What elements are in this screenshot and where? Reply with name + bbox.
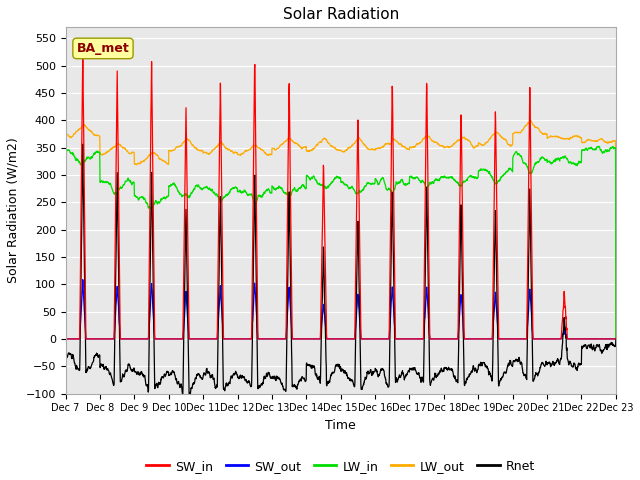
SW_out: [236, 336, 243, 342]
LW_out: [506, 143, 514, 148]
Rnet: [61, 356, 69, 361]
LW_out: [374, 145, 381, 151]
SW_in: [538, 336, 545, 342]
Y-axis label: Solar Radiation (W/m2): Solar Radiation (W/m2): [7, 138, 20, 283]
SW_in: [61, 336, 69, 342]
LW_out: [527, 117, 534, 123]
SW_out: [612, 336, 620, 342]
Line: SW_out: SW_out: [65, 280, 616, 339]
SW_in: [507, 336, 515, 342]
SW_in: [374, 336, 381, 342]
SW_out: [79, 277, 86, 283]
LW_in: [612, 336, 620, 342]
SW_out: [507, 336, 515, 342]
Rnet: [612, 336, 620, 342]
LW_out: [538, 130, 545, 135]
LW_in: [595, 144, 603, 149]
SW_out: [604, 336, 612, 342]
Rnet: [374, 374, 382, 380]
SW_in: [79, 45, 86, 50]
Rnet: [117, 378, 125, 384]
SW_out: [374, 336, 381, 342]
SW_in: [117, 336, 125, 342]
Line: LW_out: LW_out: [65, 120, 616, 339]
SW_out: [538, 336, 545, 342]
LW_in: [506, 165, 514, 171]
LW_out: [236, 152, 243, 157]
Legend: SW_in, SW_out, LW_in, LW_out, Rnet: SW_in, SW_out, LW_in, LW_out, Rnet: [141, 455, 540, 478]
Line: LW_in: LW_in: [65, 146, 616, 339]
LW_in: [604, 147, 612, 153]
LW_out: [61, 132, 69, 138]
LW_in: [374, 180, 381, 186]
SW_in: [604, 336, 612, 342]
SW_out: [117, 336, 125, 342]
LW_in: [61, 150, 69, 156]
LW_out: [116, 142, 124, 148]
Text: BA_met: BA_met: [77, 42, 129, 55]
Rnet: [236, 373, 244, 379]
Rnet: [186, 393, 193, 399]
Title: Solar Radiation: Solar Radiation: [283, 7, 399, 22]
Rnet: [507, 359, 515, 364]
Rnet: [538, 361, 545, 367]
LW_in: [236, 189, 243, 194]
LW_out: [604, 140, 612, 146]
Line: Rnet: Rnet: [65, 144, 616, 396]
LW_out: [612, 336, 620, 342]
Line: SW_in: SW_in: [65, 48, 616, 339]
X-axis label: Time: Time: [325, 419, 356, 432]
LW_in: [538, 155, 545, 160]
Rnet: [79, 141, 86, 147]
SW_in: [236, 336, 243, 342]
Rnet: [605, 344, 612, 349]
SW_in: [612, 336, 620, 342]
SW_out: [61, 336, 69, 342]
LW_in: [116, 184, 124, 190]
